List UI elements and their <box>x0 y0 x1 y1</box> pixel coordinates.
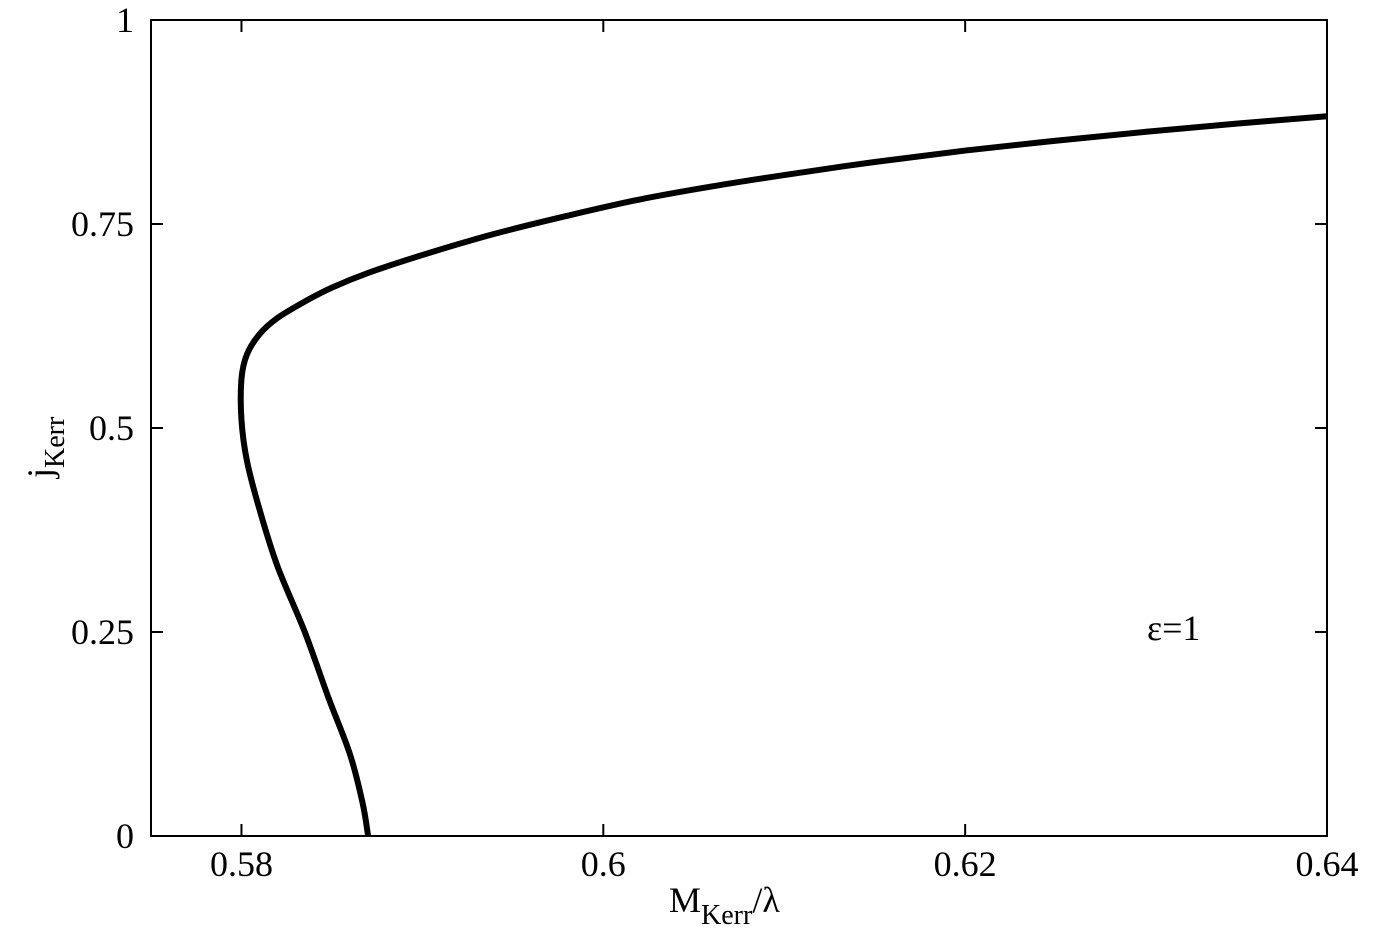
x-axis-label-suffix: /λ <box>752 880 780 920</box>
y-tick-labels: 0 0.25 0.5 0.75 1 <box>71 0 134 856</box>
x-axis-label-main: M <box>669 880 701 920</box>
x-axis-label-sub: Kerr <box>701 900 753 930</box>
y-tick-label: 0.75 <box>71 204 134 244</box>
y-tick-label: 0.5 <box>89 408 134 448</box>
y-axis-label-main: j <box>20 468 60 480</box>
x-tick-label: 0.62 <box>934 844 997 884</box>
tick-marks <box>151 19 1328 837</box>
x-tick-label: 0.64 <box>1296 844 1359 884</box>
x-tick-label: 0.58 <box>210 844 273 884</box>
y-axis-label: jKerr <box>20 416 71 480</box>
x-axis-label: MKerr/λ <box>669 880 780 930</box>
y-tick-label: 0.25 <box>71 612 134 652</box>
plot-frame <box>150 19 1328 837</box>
x-tick-labels: 0.58 0.6 0.62 0.64 <box>210 844 1359 884</box>
y-tick-label: 0 <box>116 816 134 856</box>
y-tick-label: 1 <box>116 0 134 40</box>
y-axis-label-sub: Kerr <box>40 416 71 468</box>
annotation-epsilon: ε=1 <box>1147 608 1200 648</box>
series-line <box>237 113 1328 837</box>
x-tick-label: 0.6 <box>581 844 626 884</box>
